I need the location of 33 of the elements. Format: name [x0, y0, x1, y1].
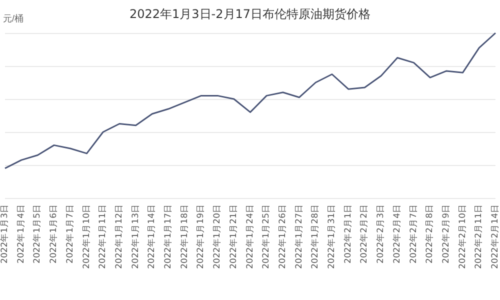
x-tick-label: 2022年2月7日 — [408, 204, 419, 264]
x-tick-label: 2022年2月3日 — [375, 204, 386, 264]
x-tick-label: 2022年2月10日 — [456, 204, 468, 269]
x-tick-label: 2022年2月8日 — [424, 204, 436, 264]
x-tick-label: 2022年1月27日 — [293, 204, 304, 269]
x-tick-label: 2022年1月11日 — [97, 204, 108, 269]
x-tick-label: 2022年1月26日 — [276, 204, 288, 269]
x-tick-label: 2022年1月20日 — [212, 204, 223, 269]
x-tick-label: 2022年1月18日 — [178, 204, 190, 269]
x-tick-label: 2022年1月14日 — [146, 204, 158, 269]
x-tick-label: 2022年2月2日 — [358, 204, 370, 264]
x-tick-label: 2022年2月11日 — [473, 204, 484, 269]
x-tick-label: 2022年2月1日 — [342, 204, 354, 264]
x-tick-label: 2022年1月7日 — [64, 204, 76, 264]
x-tick-label: 2022年1月24日 — [244, 204, 256, 269]
x-tick-label: 2022年1月31日 — [326, 204, 337, 269]
x-tick-label: 2022年1月5日 — [32, 204, 43, 264]
x-tick-label: 2022年1月3日 — [0, 204, 10, 264]
chart-title: 2022年1月3日-2月17日布伦特原油期货价格 — [129, 7, 371, 21]
x-tick-label: 2022年1月10日 — [80, 204, 92, 269]
x-tick-label: 2022年1月13日 — [130, 204, 141, 269]
x-tick-label: 2022年1月25日 — [260, 204, 272, 269]
x-tick-label: 2022年1月4日 — [15, 204, 26, 264]
x-tick-label: 2022年2月9日 — [440, 204, 452, 264]
x-tick-label: 2022年1月19日 — [195, 204, 206, 269]
x-tick-label: 2022年1月17日 — [162, 204, 174, 269]
x-tick-label: 2022年2月4日 — [391, 204, 402, 264]
x-tick-label: 2022年1月6日 — [48, 204, 60, 264]
x-tick-label: 2022年1月12日 — [113, 204, 124, 269]
x-tick-label: 2022年1月28日 — [310, 204, 321, 269]
x-tick-label: 2022年1月21日 — [228, 204, 239, 269]
x-tick-label: 2022年2月14日 — [490, 204, 500, 269]
y-axis-title: 元/桶 — [3, 14, 24, 24]
